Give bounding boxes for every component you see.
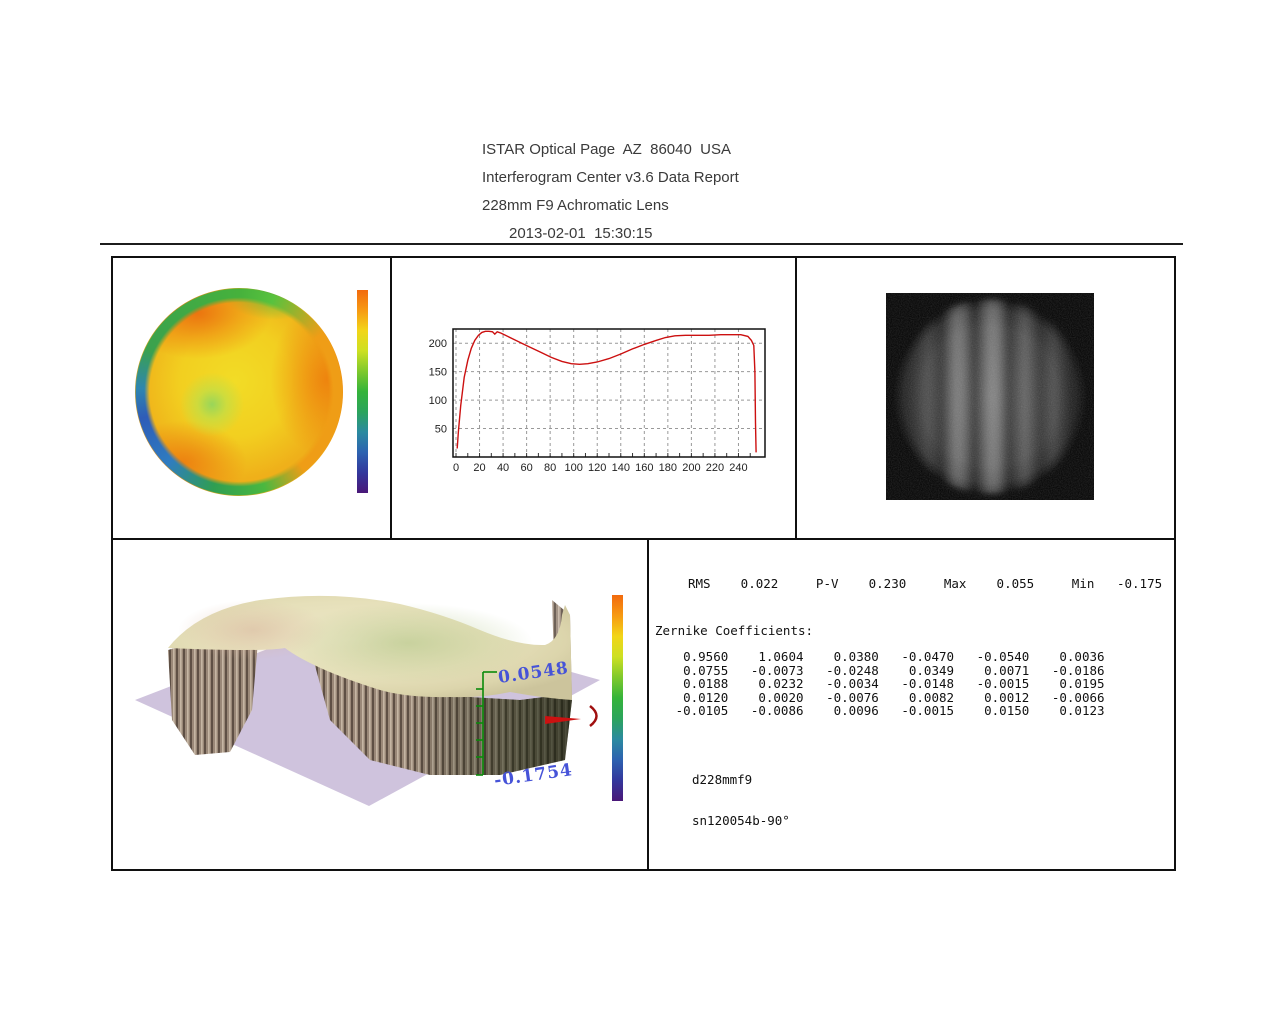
wavefront-map-panel <box>111 256 392 540</box>
x-tick-label: 240 <box>729 462 747 474</box>
zernike-row: 0.0755 -0.0073 -0.0248 0.0349 0.0071 -0.… <box>653 662 1105 678</box>
x-tick-label: 0 <box>453 462 459 474</box>
header-software-line: Interferogram Center v3.6 Data Report <box>482 169 739 186</box>
surface-colorbar <box>612 595 623 801</box>
interferogram-panel <box>795 256 1176 540</box>
surface-3d-plot: 0.0548 -0.1754 <box>135 595 600 806</box>
reference-arrow <box>545 716 581 724</box>
x-tick-label: 80 <box>544 462 556 474</box>
zernike-title: Zernike Coefficients: <box>655 623 814 638</box>
report-header: ISTAR Optical Page AZ 86040 USA Interfer… <box>482 136 739 248</box>
x-tick-label: 140 <box>612 462 630 474</box>
x-tick-label: 120 <box>588 462 606 474</box>
header-divider-rule <box>100 243 1183 245</box>
wavefront-map-image <box>135 288 343 496</box>
y-tick-label: 150 <box>429 367 447 379</box>
zernike-table: 0.9560 1.0604 0.0380 -0.0470 -0.0540 0.0… <box>653 650 1105 718</box>
note-lens-id: d228mmf9 <box>692 772 753 787</box>
x-tick-label: 160 <box>635 462 653 474</box>
zernike-row: 0.0188 0.0232 -0.0034 -0.0148 -0.0015 0.… <box>653 676 1105 691</box>
zernike-row: 0.0120 0.0020 -0.0076 0.0082 0.0012 -0.0… <box>653 689 1105 705</box>
surface-3d-panel: 0.0548 -0.1754 <box>111 538 649 871</box>
y-tick-label: 50 <box>435 424 447 436</box>
y-tick-label: 200 <box>429 338 447 350</box>
results-panel: RMS 0.022 P-V 0.230 Max 0.055 Min -0.175… <box>647 538 1176 871</box>
surface-skirt-left <box>168 632 258 755</box>
zernike-row: 0.9560 1.0604 0.0380 -0.0470 -0.0540 0.0… <box>653 649 1105 664</box>
x-tick-label: 200 <box>682 462 700 474</box>
header-lens-line: 228mm F9 Achromatic Lens <box>482 197 669 214</box>
x-tick-label: 180 <box>659 462 677 474</box>
zernike-row: -0.0105 -0.0086 0.0096 -0.0015 0.0150 0.… <box>653 703 1105 718</box>
note-serial: sn120054b-90° <box>692 812 790 828</box>
wavefront-colorbar <box>357 290 368 493</box>
surface-pink-tint <box>178 600 328 660</box>
header-company-line: ISTAR Optical Page AZ 86040 USA <box>482 141 732 158</box>
profile-chart-panel: 0 20 40 60 80 100 120 140 160 180 200 220 240 50 100 15… <box>390 256 797 540</box>
red-paren-mark <box>589 705 598 727</box>
profile-curve <box>456 330 757 453</box>
interferogram-image <box>886 293 1094 500</box>
x-tick-label: 40 <box>497 462 509 474</box>
surface-green-tint <box>283 603 533 683</box>
x-tick-label: 220 <box>706 462 724 474</box>
profile-line-chart: 0 20 40 60 80 100 120 140 160 180 200 220 240 50 100 15… <box>429 328 766 474</box>
x-tick-label: 100 <box>565 462 583 474</box>
lens-notes: d228mmf9 sn120054b-90° <box>692 746 790 854</box>
header-timestamp: 2013-02-01 15:30:15 <box>509 225 653 242</box>
interferogram-noise-overlay <box>886 293 1094 500</box>
x-tick-label: 60 <box>520 462 532 474</box>
x-tick-label: 20 <box>473 462 485 474</box>
stats-line: RMS 0.022 P-V 0.230 Max 0.055 Min -0.175 <box>688 576 1163 591</box>
z-axis <box>476 671 497 776</box>
y-tick-label: 100 <box>429 395 447 407</box>
